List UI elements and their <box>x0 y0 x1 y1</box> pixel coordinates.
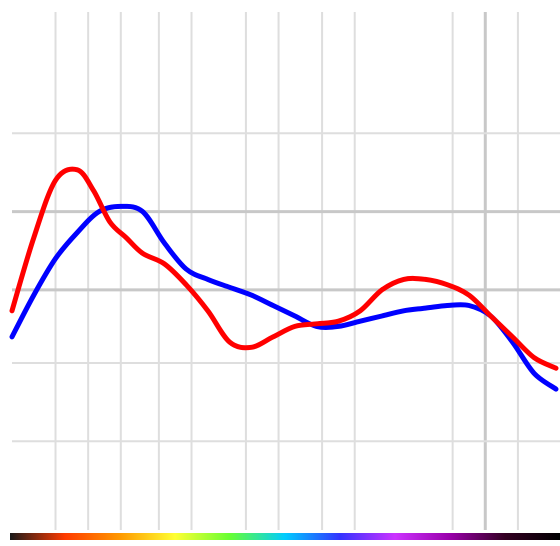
spectrum-bar <box>10 533 560 540</box>
grid <box>12 12 560 530</box>
spectrum-color-bar <box>10 533 560 540</box>
blue-series-line <box>9 203 559 392</box>
series-lines <box>9 166 559 392</box>
red-series-line <box>9 166 559 371</box>
